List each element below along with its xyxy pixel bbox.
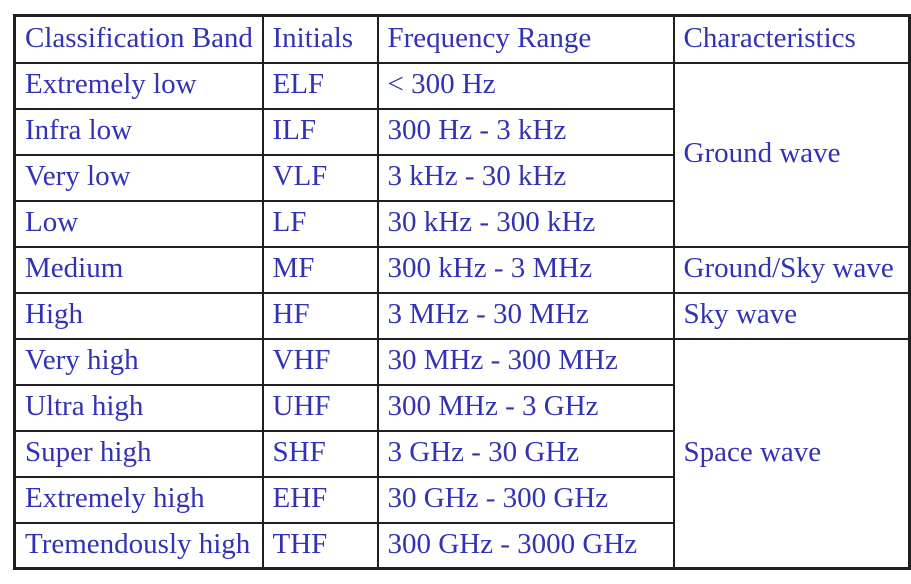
initials-cell: EHF — [261, 475, 379, 524]
header-frequency-range: Frequency Range — [376, 14, 675, 64]
characteristics-cell-ground-wave: Ground wave — [672, 61, 911, 248]
frequency-cell: 300 GHz - 3000 GHz — [376, 521, 675, 570]
frequency-cell: 30 MHz - 300 MHz — [376, 337, 675, 386]
table-row: Ultra high UHF 300 MHz - 3 GHz — [13, 383, 910, 432]
characteristics-cell-space-wave: Space wave — [672, 337, 911, 570]
table-row: Very high VHF 30 MHz - 300 MHz Space wav… — [13, 337, 911, 570]
initials-cell: VHF — [261, 337, 379, 386]
band-cell: Super high — [13, 429, 264, 478]
initials-cell: MF — [261, 245, 379, 294]
band-cell: Low — [13, 199, 264, 248]
header-classification-band: Classification Band — [13, 14, 264, 64]
band-cell: Very low — [13, 153, 264, 202]
frequency-cell: 30 kHz - 300 kHz — [376, 199, 675, 248]
table-row: Extremely low ELF < 300 Hz Ground wave — [13, 61, 911, 248]
band-cell: Ultra high — [13, 383, 264, 432]
table-row: Tremendously high THF 300 GHz - 3000 GHz — [13, 521, 910, 570]
frequency-cell: 3 MHz - 30 MHz — [376, 291, 675, 340]
frequency-cell: 3 GHz - 30 GHz — [376, 429, 675, 478]
table-row: High HF 3 MHz - 30 MHz Sky wave — [13, 291, 911, 340]
band-cell: Infra low — [13, 107, 264, 156]
table-row: Super high SHF 3 GHz - 30 GHz — [13, 429, 910, 478]
table-row: Very low VLF 3 kHz - 30 kHz — [13, 153, 910, 202]
characteristics-cell-sky-wave: Sky wave — [672, 291, 911, 340]
initials-cell: ELF — [261, 61, 379, 110]
table-row: Medium MF 300 kHz - 3 MHz Ground/Sky wav… — [13, 245, 911, 294]
frequency-cell: 300 kHz - 3 MHz — [376, 245, 675, 294]
frequency-bands-table: Classification Band Initials Frequency R… — [13, 14, 911, 570]
band-cell: Very high — [13, 337, 264, 386]
header-characteristics: Characteristics — [672, 14, 911, 64]
band-cell: Extremely high — [13, 475, 264, 524]
initials-cell: LF — [261, 199, 379, 248]
initials-cell: HF — [261, 291, 379, 340]
table-row: Extremely high EHF 30 GHz - 300 GHz — [13, 475, 910, 524]
header-initials: Initials — [261, 14, 379, 64]
header-row: Classification Band Initials Frequency R… — [13, 14, 911, 64]
frequency-cell: < 300 Hz — [376, 61, 675, 110]
initials-cell: UHF — [261, 383, 379, 432]
table-row: Low LF 30 kHz - 300 kHz — [13, 199, 910, 248]
frequency-cell: 300 Hz - 3 kHz — [376, 107, 675, 156]
band-cell: High — [13, 291, 264, 340]
band-cell: Medium — [13, 245, 264, 294]
initials-cell: THF — [261, 521, 379, 570]
frequency-cell: 300 MHz - 3 GHz — [376, 383, 675, 432]
characteristics-cell-ground-sky-wave: Ground/Sky wave — [672, 245, 911, 294]
table-row: Infra low ILF 300 Hz - 3 kHz — [13, 107, 910, 156]
band-cell: Tremendously high — [13, 521, 264, 570]
initials-cell: SHF — [261, 429, 379, 478]
frequency-cell: 30 GHz - 300 GHz — [376, 475, 675, 524]
band-cell: Extremely low — [13, 61, 264, 110]
initials-cell: ILF — [261, 107, 379, 156]
initials-cell: VLF — [261, 153, 379, 202]
frequency-cell: 3 kHz - 30 kHz — [376, 153, 675, 202]
